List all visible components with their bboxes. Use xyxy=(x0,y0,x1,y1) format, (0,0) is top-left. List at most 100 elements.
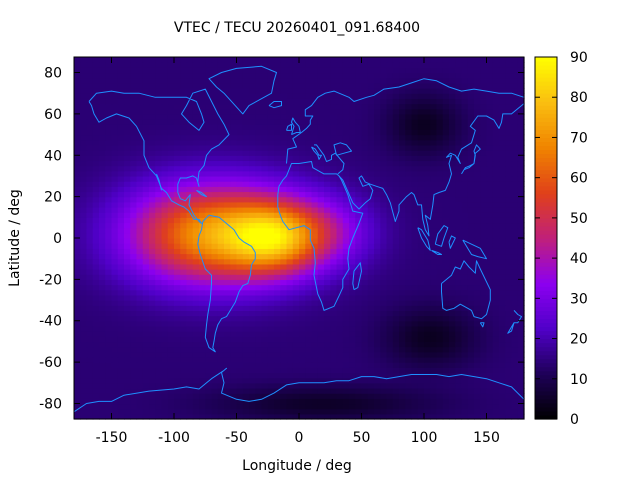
heatmap-cell xyxy=(411,258,419,265)
heatmap-cell xyxy=(117,57,125,63)
heatmap-cell xyxy=(355,201,363,208)
heatmap-cell xyxy=(392,279,400,286)
heatmap-cell xyxy=(211,232,219,239)
heatmap-cell xyxy=(380,382,388,389)
heatmap-cell xyxy=(261,186,269,193)
heatmap-cell xyxy=(474,377,481,384)
heatmap-cell xyxy=(505,212,513,218)
heatmap-cell xyxy=(336,325,344,332)
heatmap-cell xyxy=(217,263,225,270)
heatmap-cell xyxy=(399,336,406,343)
heatmap-cell xyxy=(167,382,175,389)
heatmap-cell xyxy=(480,191,488,198)
heatmap-cell xyxy=(242,351,250,358)
heatmap-cell xyxy=(111,217,119,224)
heatmap-cell xyxy=(230,77,238,84)
heatmap-cell xyxy=(261,165,269,172)
heatmap-cell xyxy=(480,294,488,301)
heatmap-cell xyxy=(111,232,119,239)
heatmap-cell xyxy=(92,325,100,332)
heatmap-cell xyxy=(299,356,306,363)
heatmap-cell xyxy=(149,165,156,172)
heatmap-cell xyxy=(174,196,181,203)
heatmap-cell xyxy=(486,408,494,415)
heatmap-cell xyxy=(142,341,150,348)
heatmap-cell xyxy=(349,201,356,208)
heatmap-cell xyxy=(480,336,488,343)
heatmap-cell xyxy=(267,263,275,270)
heatmap-cell xyxy=(517,67,525,74)
heatmap-cell xyxy=(205,113,213,120)
heatmap-cell xyxy=(367,351,375,358)
heatmap-cell xyxy=(292,398,300,405)
heatmap-cell xyxy=(392,377,400,384)
heatmap-cell xyxy=(511,88,519,94)
heatmap-cell xyxy=(224,186,231,193)
heatmap-cell xyxy=(199,413,206,420)
heatmap-cell xyxy=(230,175,238,182)
heatmap-cell xyxy=(305,212,313,218)
heatmap-cell xyxy=(330,294,338,301)
heatmap-cell xyxy=(492,134,500,141)
heatmap-cell xyxy=(474,341,481,348)
heatmap-cell xyxy=(130,201,138,208)
heatmap-cell xyxy=(74,351,81,358)
heatmap-cell xyxy=(199,284,206,291)
heatmap-cell xyxy=(511,124,519,130)
heatmap-cell xyxy=(111,315,119,322)
heatmap-cell xyxy=(467,196,475,203)
heatmap-cell xyxy=(242,393,250,399)
heatmap-cell xyxy=(349,331,356,337)
heatmap-cell xyxy=(474,320,481,327)
heatmap-cell xyxy=(105,377,113,384)
heatmap-cell xyxy=(449,227,456,234)
heatmap-cell xyxy=(324,217,331,224)
heatmap-cell xyxy=(380,170,388,177)
heatmap-cell xyxy=(317,258,325,265)
heatmap-cell xyxy=(142,382,150,389)
heatmap-cell xyxy=(467,248,475,255)
heatmap-cell xyxy=(311,170,319,177)
heatmap-cell xyxy=(374,274,381,280)
heatmap-cell xyxy=(349,377,356,384)
heatmap-cell xyxy=(299,336,306,343)
heatmap-cell xyxy=(436,310,444,317)
heatmap-cell xyxy=(442,403,450,410)
heatmap-cell xyxy=(405,113,413,120)
heatmap-cell xyxy=(417,238,425,244)
heatmap-cell xyxy=(174,258,181,265)
heatmap-cell xyxy=(255,274,263,280)
heatmap-cell xyxy=(124,279,131,286)
heatmap-cell xyxy=(374,310,381,317)
heatmap-cell xyxy=(505,170,513,177)
heatmap-cell xyxy=(486,238,494,244)
heatmap-cell xyxy=(80,351,88,358)
heatmap-cell xyxy=(324,367,331,374)
heatmap-cell xyxy=(217,274,225,280)
heatmap-cell xyxy=(442,217,450,224)
heatmap-cell xyxy=(280,351,288,358)
heatmap-cell xyxy=(442,98,450,105)
heatmap-cell xyxy=(417,196,425,203)
heatmap-cell xyxy=(267,289,275,296)
heatmap-cell xyxy=(455,284,463,291)
heatmap-cell xyxy=(499,108,506,115)
heatmap-cell xyxy=(342,155,350,162)
heatmap-cell xyxy=(230,372,238,379)
heatmap-cell xyxy=(461,222,469,229)
heatmap-cell xyxy=(342,72,350,79)
heatmap-cell xyxy=(486,377,494,384)
heatmap-cell xyxy=(467,160,475,167)
heatmap-cell xyxy=(411,227,419,234)
heatmap-cell xyxy=(205,139,213,146)
heatmap-cell xyxy=(217,124,225,130)
heatmap-cell xyxy=(242,196,250,203)
heatmap-cell xyxy=(236,310,244,317)
heatmap-cell xyxy=(455,238,463,244)
heatmap-cell xyxy=(474,393,481,399)
heatmap-cell xyxy=(167,398,175,405)
heatmap-cell xyxy=(292,72,300,79)
heatmap-cell xyxy=(461,212,469,218)
heatmap-cell xyxy=(399,377,406,384)
heatmap-cell xyxy=(449,212,456,218)
